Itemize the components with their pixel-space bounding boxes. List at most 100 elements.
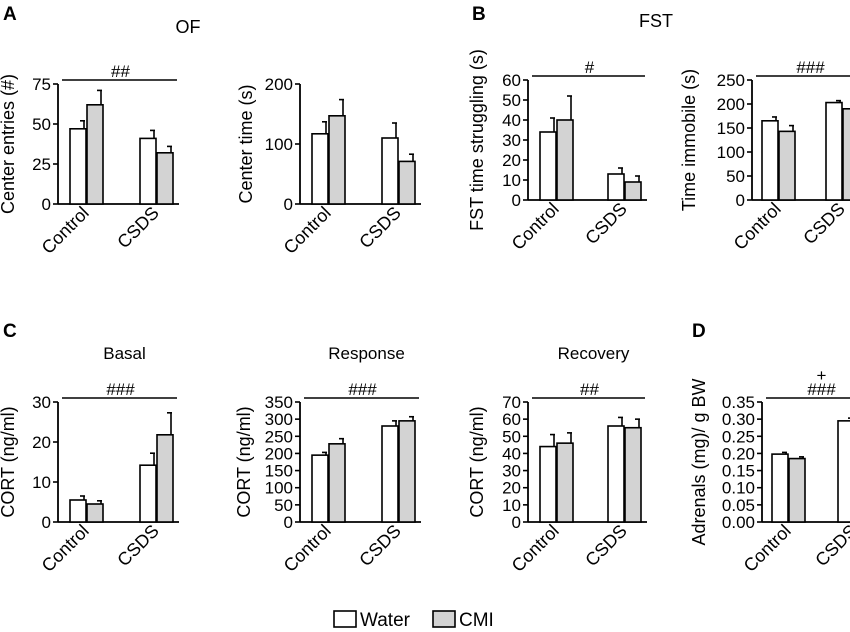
adrenals-tick-label: 0.25	[722, 427, 755, 446]
cort-recovery-tick-label: 10	[502, 496, 521, 515]
panel-label-b: B	[472, 4, 486, 25]
cort-recovery-bar-water-csds	[607, 425, 625, 523]
time-immobile-bar-cmi-control	[778, 130, 796, 201]
legend-cmi-label: CMI	[459, 610, 494, 631]
center-entries-y-label: Center entries (#)	[0, 74, 18, 214]
adrenals-tick-label: 0.15	[722, 462, 755, 481]
center-time-tick-label: 0	[284, 195, 293, 214]
time-immobile-tick-label: 200	[717, 95, 745, 114]
cort-recovery-bar-cmi-csds	[624, 426, 642, 523]
cort-recovery-bar-water-control	[539, 445, 557, 523]
cort-basal-title: Basal	[103, 344, 146, 363]
fst-struggling-tick-label: 0	[512, 191, 521, 210]
time-immobile-tick-label: 250	[717, 71, 745, 90]
fst-struggling-tick-label: 40	[502, 111, 521, 130]
cort-basal-significance-marker: ###	[106, 380, 135, 399]
legend: Water CMI	[333, 610, 494, 631]
cort-recovery-tick-label: 50	[502, 427, 521, 446]
cort-response-tick-label: 350	[265, 393, 293, 412]
center-time-tick-label: 200	[265, 75, 293, 94]
fst-struggling-tick-label: 60	[502, 71, 521, 90]
cort-response-tick-label: 0	[284, 513, 293, 532]
time-immobile-tick-label: 100	[717, 143, 745, 162]
time-immobile-bar-cmi-csds	[842, 108, 850, 201]
cort-recovery-tick-label: 20	[502, 479, 521, 498]
cort-recovery-title: Recovery	[558, 344, 630, 363]
cort-response-significance-marker: ###	[348, 380, 377, 399]
fst-struggling-tick-label: 20	[502, 151, 521, 170]
center-time-category-label: CSDS	[355, 203, 405, 253]
adrenals-interaction-marker: +	[817, 366, 827, 385]
legend-water-label: Water	[360, 610, 411, 631]
adrenals-tick-label: 0.00	[722, 513, 755, 532]
cort-recovery-bar-cmi-control	[556, 442, 574, 523]
adrenals-significance-marker: ###	[807, 380, 836, 399]
adrenals-bar-water-control	[771, 453, 789, 523]
fst-struggling-y-label: FST time struggling (s)	[467, 49, 487, 231]
center-entries-bar-cmi-csds	[156, 152, 174, 205]
time-immobile-significance-marker: ###	[796, 58, 825, 77]
center-time-bar-water-csds	[381, 137, 399, 205]
cort-response-category-label: CSDS	[355, 521, 405, 571]
section-title-of: OF	[176, 17, 201, 37]
fst-struggling-bar-water-csds	[607, 173, 625, 201]
time-immobile-tick-label: 50	[726, 167, 745, 186]
adrenals-tick-label: 0.35	[722, 393, 755, 412]
center-time-y-label: Center time (s)	[236, 84, 256, 203]
cort-basal-tick-label: 20	[32, 433, 51, 452]
adrenals-bar-water-csds	[837, 420, 850, 523]
cort-recovery-tick-label: 60	[502, 410, 521, 429]
fst-struggling-tick-label: 30	[502, 131, 521, 150]
center-entries-bar-water-csds	[139, 137, 157, 205]
cort-response-bar-water-csds	[381, 425, 399, 523]
cort-response-tick-label: 250	[265, 427, 293, 446]
cort-recovery-tick-label: 70	[502, 393, 521, 412]
center-entries-bar-water-control	[69, 128, 87, 205]
cort-basal-y-label: CORT (ng/ml)	[0, 406, 18, 517]
cort-recovery-tick-label: 0	[512, 513, 521, 532]
time-immobile-bar-water-csds	[825, 101, 843, 201]
time-immobile-y-label: Time immobile (s)	[679, 69, 699, 211]
cort-basal-bar-cmi-csds	[156, 433, 174, 523]
fst-struggling-bar-cmi-control	[556, 119, 574, 201]
cort-recovery-significance-marker: ##	[580, 380, 599, 399]
center-time-bar-water-control	[311, 133, 329, 205]
adrenals-y-label: Adrenals (mg)/ g BW	[689, 378, 709, 545]
time-immobile-bar-water-control	[761, 120, 779, 201]
cort-recovery-category-label: CSDS	[581, 521, 631, 571]
center-entries-significance-marker: ##	[111, 62, 130, 81]
cort-response-tick-label: 300	[265, 410, 293, 429]
time-immobile-tick-label: 150	[717, 119, 745, 138]
cort-basal-tick-label: 0	[42, 513, 51, 532]
time-immobile-tick-label: 0	[736, 191, 745, 210]
fst-struggling-bar-cmi-csds	[624, 181, 642, 201]
center-entries-tick-label: 25	[32, 155, 51, 174]
cort-response-tick-label: 100	[265, 479, 293, 498]
adrenals-tick-label: 0.10	[722, 479, 755, 498]
legend-cmi-swatch	[432, 610, 456, 628]
center-time-tick-label: 100	[265, 135, 293, 154]
center-time-bar-cmi-control	[328, 115, 346, 205]
cort-basal-category-label: CSDS	[113, 521, 163, 571]
cort-response-y-label: CORT (ng/ml)	[234, 406, 254, 517]
cort-recovery-tick-label: 30	[502, 462, 521, 481]
cort-response-tick-label: 150	[265, 462, 293, 481]
cort-response-bar-cmi-csds	[398, 420, 416, 523]
legend-water-swatch	[333, 610, 357, 628]
fst-struggling-tick-label: 10	[502, 171, 521, 190]
cort-response-tick-label: 200	[265, 444, 293, 463]
fst-struggling-bar-water-control	[539, 131, 557, 201]
cort-recovery-tick-label: 40	[502, 444, 521, 463]
time-immobile-category-label: CSDS	[799, 199, 849, 249]
cort-basal-bar-cmi-control	[86, 503, 104, 523]
center-entries-tick-label: 50	[32, 115, 51, 134]
cort-basal-bar-water-control	[69, 499, 87, 523]
fst-struggling-tick-label: 50	[502, 91, 521, 110]
